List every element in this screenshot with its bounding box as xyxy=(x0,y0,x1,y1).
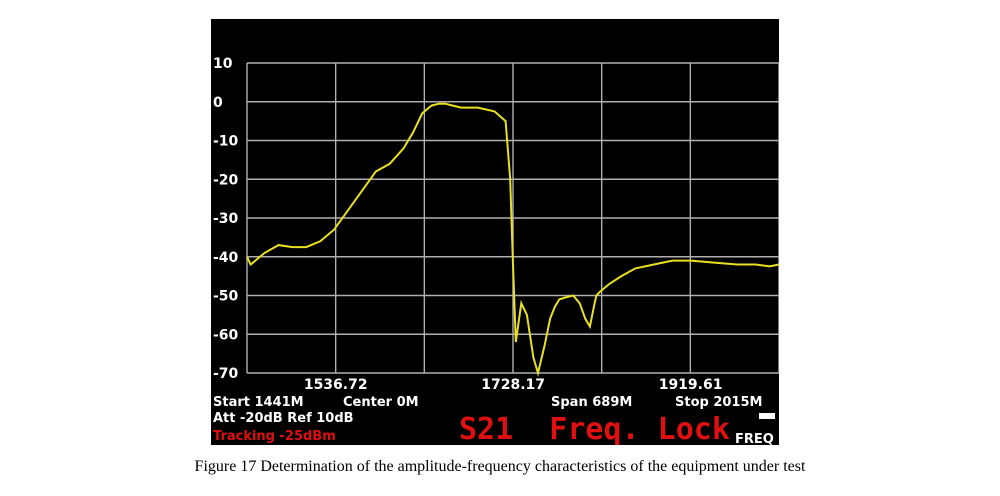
y-tick-label: -60 xyxy=(213,327,239,343)
mode-indicator: S21 Freq. Lock xyxy=(459,412,730,445)
freq-label: FREQ xyxy=(735,432,774,445)
x-tick-label: 1536.72 xyxy=(304,377,368,393)
y-tick-labels: 10 0 -10 -20 -30 -40 -50 -60 -70 xyxy=(213,56,239,382)
analyzer-screen: 10 0 -10 -20 -30 -40 -50 -60 -70 1536.72 1728.17 1… xyxy=(211,19,779,445)
y-tick-label: -70 xyxy=(213,366,239,382)
span-frequency: Span 689M xyxy=(551,395,632,410)
y-tick-label: -30 xyxy=(213,211,239,227)
x-tick-label: 1919.61 xyxy=(659,377,723,393)
stop-frequency: Stop 2015M xyxy=(675,395,762,410)
y-tick-label: 0 xyxy=(213,95,223,111)
y-tick-label: -50 xyxy=(213,289,239,305)
y-tick-label: 10 xyxy=(213,56,233,72)
s21-trace xyxy=(246,102,779,377)
plot-background xyxy=(211,19,779,445)
keyboard-icon xyxy=(759,413,775,419)
y-tick-label: -40 xyxy=(213,250,239,266)
y-tick-label: -20 xyxy=(213,172,239,188)
center-frequency: Center 0M xyxy=(343,395,419,410)
attenuation-reference: Att -20dB Ref 10dB xyxy=(213,411,354,426)
figure-caption: Figure 17 Determination of the amplitude… xyxy=(194,458,806,475)
x-tick-label: 1728.17 xyxy=(481,377,545,393)
amplitude-frequency-plot: 100-10-20-30-40-50-60-70 1536.72 1728.17 1… xyxy=(211,19,779,445)
x-tick-labels: 1536.72 1728.17 1919.61 xyxy=(304,377,723,393)
start-frequency: Start 1441M xyxy=(213,395,304,410)
grid xyxy=(246,62,779,374)
y-tick-label: -10 xyxy=(213,134,239,150)
tracking-level: Tracking -25dBm xyxy=(213,429,336,444)
